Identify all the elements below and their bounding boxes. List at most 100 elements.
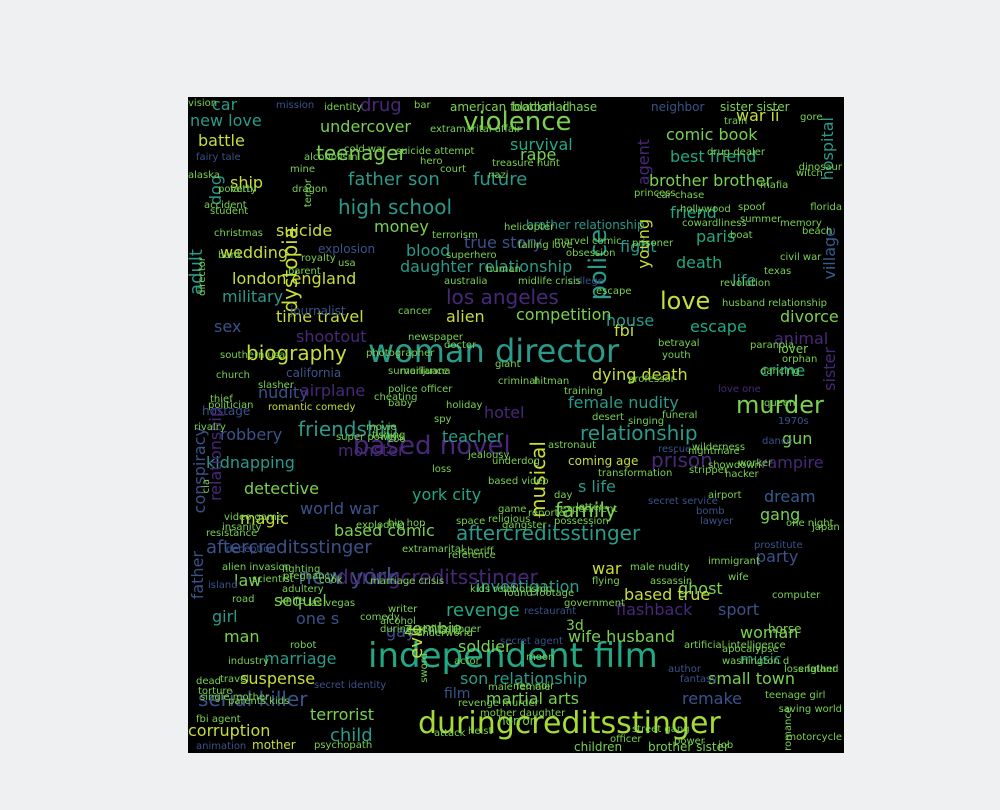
word: prisoner [632, 238, 674, 249]
word: duringcreditsstinger [418, 706, 721, 741]
word: crime [760, 361, 806, 380]
word: time travel [276, 307, 364, 326]
word: new york [298, 565, 399, 590]
word: sister sister [720, 100, 790, 114]
word: sword [419, 653, 430, 683]
word: parent [288, 266, 321, 277]
word: battle [198, 131, 245, 150]
word: coming age [568, 454, 639, 468]
word: falling love [518, 240, 573, 251]
word: car chase [656, 190, 705, 201]
word: astronaut [548, 440, 596, 451]
word: found footage [504, 588, 575, 599]
word: daughter relationship [400, 257, 573, 276]
word: orphan [782, 354, 818, 365]
word: suspense [240, 669, 316, 688]
word: military [222, 287, 284, 306]
word: remake [682, 689, 742, 708]
word: train [724, 116, 748, 127]
word: desert [592, 412, 624, 423]
word: motorcycle [786, 732, 842, 743]
word: faith [230, 184, 253, 195]
word: psychopath [314, 740, 373, 751]
word: chase [562, 100, 598, 114]
word: man [224, 627, 260, 646]
word: training [564, 386, 603, 397]
word: secret agent [500, 636, 563, 647]
word: attack [434, 728, 466, 739]
word: bar [414, 100, 431, 111]
word: immigrant [708, 556, 760, 567]
word: escape [596, 286, 632, 297]
word: dragon [292, 184, 328, 195]
word: memory [780, 218, 822, 229]
word: apocalypse [722, 644, 779, 655]
word: dream [764, 487, 816, 506]
word: writer [388, 604, 418, 615]
word: cheating [374, 392, 418, 403]
word: kidnapping [206, 453, 295, 472]
word: magic [240, 509, 289, 528]
word: drug dealer [707, 147, 765, 158]
word: zombie [404, 619, 463, 638]
word: paranoia [750, 340, 795, 351]
word: bank [218, 250, 243, 261]
word: law [234, 571, 262, 590]
word: explosion [318, 242, 376, 256]
word: hacker [725, 469, 759, 480]
word: child [330, 725, 373, 746]
word: secret service [648, 496, 718, 507]
word: husband relationship [722, 298, 828, 309]
word: adultery [282, 584, 324, 595]
word: marijuana [400, 366, 451, 377]
word: detective [244, 479, 319, 498]
word: robot [290, 640, 317, 651]
word: flashback [616, 600, 693, 619]
word: reporter [528, 508, 569, 519]
word: terror [303, 179, 314, 208]
word: mother daughter [480, 708, 566, 719]
word: transformation [598, 468, 673, 479]
word: lover [778, 342, 809, 356]
word: cancer [398, 306, 432, 317]
word: male female [488, 682, 551, 693]
word: stripper [689, 465, 728, 476]
word: royalty [301, 253, 336, 264]
word: pregnancy [283, 571, 336, 582]
word: treasure hunt [492, 158, 560, 169]
word: investigation [476, 577, 580, 596]
word: ghost [678, 579, 723, 598]
word: single mother [200, 692, 270, 703]
word: knife [280, 596, 305, 607]
word: teenage girl [765, 690, 826, 701]
word: restaurant [524, 606, 577, 617]
word: revenge [446, 600, 520, 621]
word: alien invasion [222, 562, 291, 573]
word: male nudity [630, 562, 690, 573]
word: one s [296, 609, 340, 628]
word: job [718, 740, 734, 751]
word: sequel [274, 591, 327, 610]
word: animal [774, 329, 829, 348]
word: true story [464, 233, 543, 252]
word: fbi [614, 321, 635, 340]
word: christmas [214, 228, 263, 239]
word: parents kids [228, 696, 290, 707]
word: revenge murder [458, 698, 539, 709]
word: newspaper [408, 332, 463, 343]
word: thief [210, 394, 233, 405]
word: possession [554, 516, 609, 527]
word: horse [768, 622, 802, 636]
word: horror [498, 714, 535, 728]
word: rescue [658, 444, 692, 455]
word: saving world [778, 704, 842, 715]
word: loss father [784, 664, 837, 675]
word: gay [386, 622, 416, 641]
word: california [286, 366, 342, 380]
word: funeral [662, 410, 698, 421]
word: secret identity [314, 680, 387, 691]
word: biography [246, 341, 347, 365]
word: father [188, 551, 207, 600]
word: obsession [566, 248, 616, 259]
word: neo noir [513, 681, 555, 692]
